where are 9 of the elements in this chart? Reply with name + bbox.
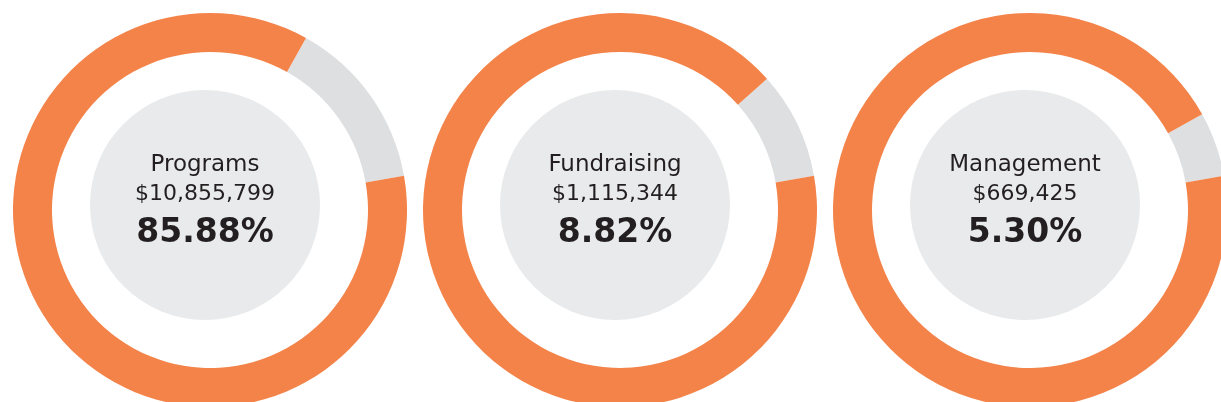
text: 8.82%	[556, 210, 674, 252]
text: $10,855,799	[134, 179, 276, 207]
text: Management	[948, 149, 1102, 178]
text: $669,425	[971, 179, 1079, 207]
text: $1,115,344	[551, 179, 679, 207]
text: 85.88%	[135, 210, 275, 252]
text: 5.30%	[966, 210, 1084, 252]
text: Programs	[149, 149, 261, 178]
text: Fundraising	[547, 149, 683, 178]
